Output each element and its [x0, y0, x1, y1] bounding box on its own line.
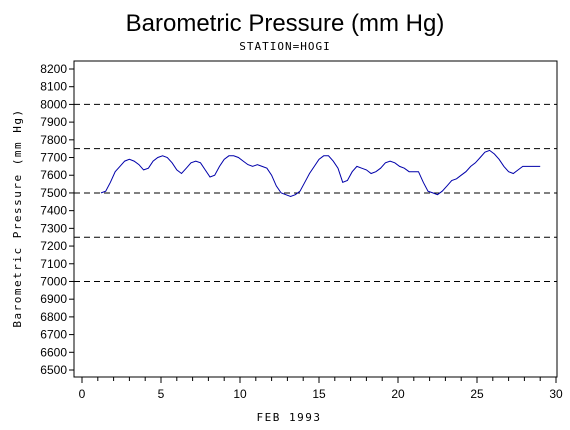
chart-title: Barometric Pressure (mm Hg): [126, 10, 445, 37]
y-tick-label: 7600: [40, 168, 67, 182]
y-tick-label: 6600: [40, 345, 67, 359]
y-tick-label: 6900: [40, 292, 67, 306]
y-tick-label: 7100: [40, 257, 67, 271]
y-tick-label: 7800: [40, 133, 67, 147]
y-tick-label: 6800: [40, 310, 67, 324]
y-tick-label: 7700: [40, 151, 67, 165]
y-tick-label: 7400: [40, 204, 67, 218]
plot-frame: [73, 60, 558, 378]
x-tick-label: 25: [470, 387, 484, 401]
x-tick-label: 15: [312, 387, 326, 401]
y-tick-label: 7300: [40, 221, 67, 235]
y-tick-label: 7000: [40, 274, 67, 288]
x-tick-label: 30: [549, 387, 563, 401]
chart-subtitle: STATION=HOGI: [239, 40, 330, 53]
y-axis-label: Barometric Pressure (mm Hg): [11, 108, 24, 327]
y-tick-label: 6700: [40, 328, 67, 342]
reference-lines: [74, 103, 557, 282]
y-tick-label: 7500: [40, 186, 67, 200]
y-axis: 6500 6600 6700 6800 6900 7000 7100 7200 7300 7400…: [40, 62, 74, 377]
pressure-series-line: [100, 149, 541, 198]
y-tick-label: 7900: [40, 115, 67, 129]
x-axis-label: FEB 1993: [257, 411, 322, 424]
x-tick-label: 10: [233, 387, 247, 401]
x-axis: 0 5 10 15 20 25 30: [79, 377, 563, 401]
x-tick-label: 0: [79, 387, 86, 401]
y-tick-label: 8000: [40, 97, 67, 111]
x-tick-label: 20: [391, 387, 405, 401]
x-tick-label: 5: [158, 387, 165, 401]
y-tick-label: 8100: [40, 80, 67, 94]
y-tick-label: 7200: [40, 239, 67, 253]
y-tick-label: 8200: [40, 62, 67, 76]
y-tick-label: 6500: [40, 363, 67, 377]
